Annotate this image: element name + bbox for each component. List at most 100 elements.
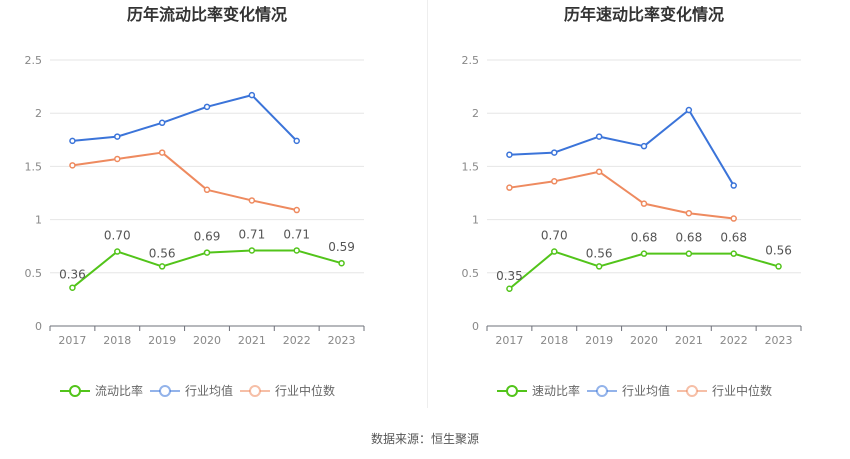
legend-swatch-marker[interactable]: [249, 385, 261, 397]
y-tick-label: 1: [472, 214, 479, 227]
data-point[interactable]: [69, 162, 76, 169]
data-point[interactable]: [158, 119, 166, 127]
data-point[interactable]: [69, 284, 76, 291]
data-point[interactable]: [640, 142, 648, 150]
data-label: 0.56: [586, 246, 613, 260]
legend-label[interactable]: 行业均值: [622, 383, 670, 398]
data-point[interactable]: [114, 133, 121, 140]
chart-divider: [427, 0, 428, 408]
data-label: 0.68: [720, 231, 747, 245]
x-tick-label: 2020: [193, 334, 221, 347]
x-tick-label: 2019: [585, 334, 613, 347]
series-line: [72, 151, 297, 212]
data-point[interactable]: [248, 197, 256, 204]
x-tick-label: 2018: [103, 334, 131, 347]
data-point[interactable]: [248, 91, 256, 99]
x-tick-label: 2017: [58, 334, 86, 347]
data-point[interactable]: [595, 168, 603, 175]
legend-label[interactable]: 速动比率: [532, 383, 580, 398]
data-label: 0.59: [328, 240, 355, 254]
data-point[interactable]: [293, 247, 300, 254]
data-label: 0.70: [541, 229, 568, 243]
data-point[interactable]: [595, 133, 603, 140]
chart-title: 历年速动比率变化情况: [564, 5, 724, 24]
legend-label[interactable]: 行业中位数: [275, 383, 335, 398]
data-point[interactable]: [640, 200, 648, 207]
data-label: 0.36: [59, 268, 86, 282]
y-tick-label: 1.5: [25, 160, 43, 173]
legend-label[interactable]: 流动比率: [95, 383, 143, 398]
legend-label[interactable]: 行业中位数: [712, 383, 772, 398]
data-point[interactable]: [685, 209, 693, 217]
legend-label[interactable]: 行业均值: [185, 383, 233, 398]
series-line: [72, 94, 298, 142]
data-point[interactable]: [293, 206, 300, 214]
data-point[interactable]: [506, 184, 513, 191]
x-tick-label: 2023: [328, 334, 356, 347]
data-point[interactable]: [114, 248, 121, 255]
x-tick-label: 2023: [765, 334, 793, 347]
x-tick-label: 2020: [630, 334, 658, 347]
series-line: [509, 170, 734, 220]
data-point[interactable]: [730, 215, 737, 222]
x-tick-label: 2022: [283, 334, 311, 347]
y-tick-label: 2: [472, 107, 479, 120]
data-point[interactable]: [114, 155, 121, 163]
data-point[interactable]: [203, 103, 211, 111]
data-label: 0.56: [765, 243, 792, 257]
x-tick-label: 2019: [148, 334, 176, 347]
y-tick-label: 2: [35, 107, 42, 120]
series-line: [71, 249, 342, 289]
legend-swatch-marker[interactable]: [69, 385, 81, 397]
data-point[interactable]: [203, 186, 211, 194]
y-tick-label: 2.5: [462, 54, 480, 67]
x-tick-label: 2022: [720, 334, 748, 347]
data-point[interactable]: [685, 106, 693, 114]
y-tick-label: 1: [35, 214, 42, 227]
data-point[interactable]: [506, 285, 513, 293]
legend-swatch-marker[interactable]: [596, 385, 608, 397]
data-source-note: 数据来源：恒生聚源: [370, 432, 479, 446]
x-tick-label: 2017: [495, 334, 523, 347]
data-label: 0.71: [283, 227, 310, 241]
data-point[interactable]: [730, 250, 737, 257]
legend-swatch-marker[interactable]: [686, 385, 698, 397]
y-tick-label: 0.5: [25, 267, 43, 280]
data-point[interactable]: [775, 263, 782, 270]
x-tick-label: 2018: [540, 334, 568, 347]
legend-swatch-marker[interactable]: [506, 385, 518, 397]
legend-swatch-marker[interactable]: [159, 385, 171, 397]
data-point[interactable]: [158, 263, 166, 270]
x-tick-label: 2021: [238, 334, 266, 347]
chart-title: 历年流动比率变化情况: [127, 5, 287, 24]
data-label: 0.69: [194, 230, 221, 244]
data-label: 0.70: [104, 229, 131, 243]
data-point[interactable]: [595, 263, 603, 270]
data-point[interactable]: [69, 137, 76, 145]
data-point[interactable]: [685, 250, 693, 257]
y-tick-label: 1.5: [462, 160, 480, 173]
data-label: 0.56: [149, 246, 176, 260]
data-label: 0.35: [496, 269, 523, 283]
data-label: 0.68: [631, 231, 658, 245]
y-tick-label: 0: [35, 320, 42, 333]
data-point[interactable]: [551, 149, 558, 156]
series-line: [509, 109, 735, 187]
data-point[interactable]: [158, 149, 166, 156]
data-point[interactable]: [551, 248, 558, 255]
series-line: [508, 250, 779, 290]
data-point[interactable]: [506, 151, 513, 158]
data-label: 0.71: [238, 227, 265, 241]
data-point[interactable]: [203, 249, 211, 256]
x-tick-label: 2021: [675, 334, 703, 347]
data-point[interactable]: [551, 178, 558, 185]
data-point[interactable]: [730, 182, 737, 189]
y-tick-label: 2.5: [25, 54, 43, 67]
y-tick-label: 0: [472, 320, 479, 333]
data-point[interactable]: [248, 247, 256, 254]
data-point[interactable]: [293, 137, 300, 145]
y-tick-label: 0.5: [462, 267, 480, 280]
data-point[interactable]: [338, 259, 345, 267]
data-point[interactable]: [640, 250, 648, 257]
